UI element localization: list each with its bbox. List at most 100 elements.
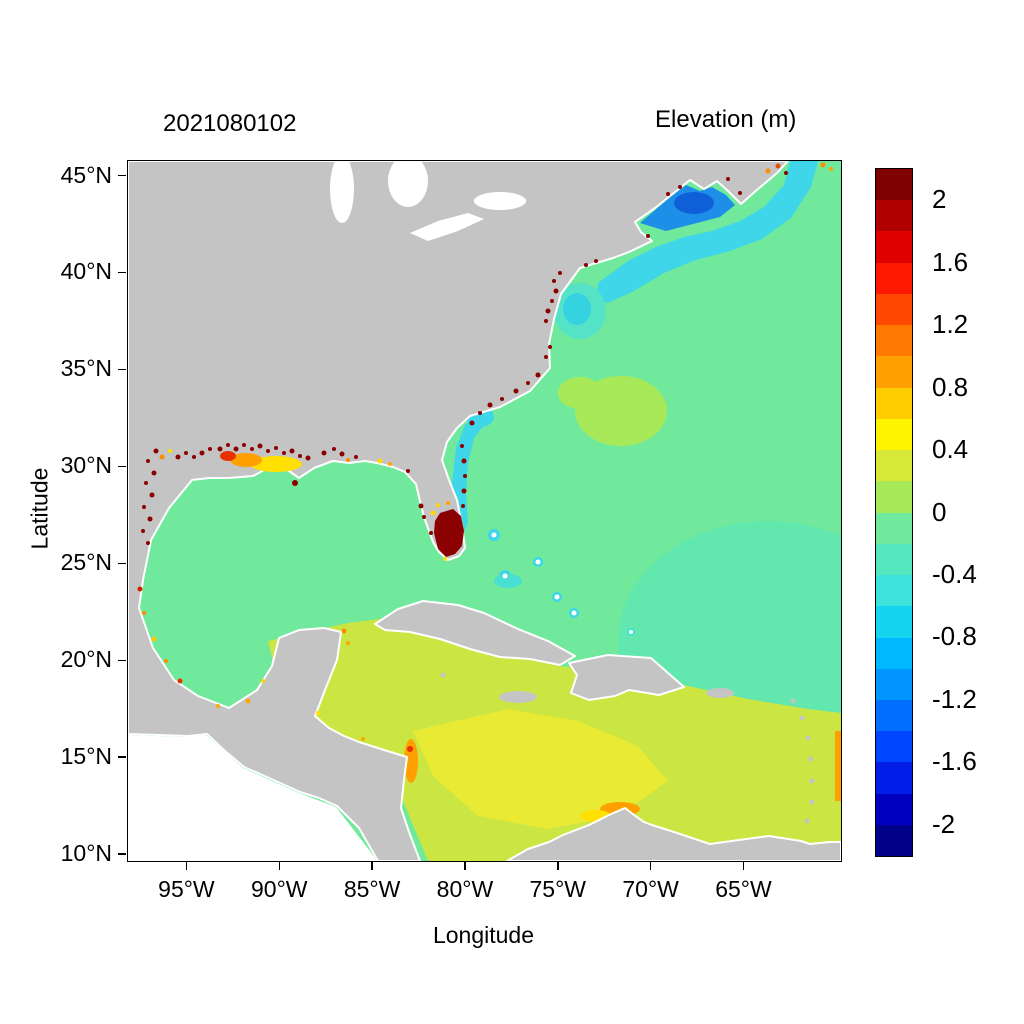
coastal-estuary-speckles (463, 474, 467, 478)
colorbar-tick-label: -0.8 (932, 621, 977, 652)
coastal-estuary-speckles (775, 163, 781, 169)
x-tick-mark (464, 862, 466, 870)
colorbar-segment (876, 543, 912, 576)
louisiana-shelf-red (220, 451, 236, 461)
colorbar-tick-label: 0.4 (932, 434, 969, 465)
coastal-estuary-speckles (738, 191, 742, 195)
coastal-estuary-speckles (361, 737, 365, 741)
coastal-estuary-speckles (461, 458, 467, 464)
coastal-estuary-speckles (261, 679, 265, 683)
coastal-estuary-speckles (544, 355, 548, 359)
coastal-estuary-speckles (192, 455, 196, 459)
hispaniola-land (568, 654, 685, 701)
coastal-estuary-speckles (594, 259, 598, 263)
coastal-estuary-speckles (137, 586, 143, 592)
coastal-estuary-speckles (461, 488, 467, 494)
coastal-estuary-speckles (429, 531, 433, 535)
coastal-estuary-speckles (250, 447, 254, 451)
x-tick-label: 95°W (158, 876, 215, 902)
coastal-estuary-speckles (829, 167, 833, 171)
lesser-antilles-land (799, 715, 805, 721)
y-tick-mark (118, 368, 126, 371)
south-florida-high (434, 509, 464, 557)
colorbar-segment (876, 481, 912, 513)
coastal-estuary-speckles (548, 345, 552, 349)
colorbar-segment (876, 668, 912, 700)
coastal-estuary-speckles (584, 263, 588, 267)
coastal-estuary-speckles (666, 192, 670, 196)
coastal-estuary-speckles (257, 443, 263, 449)
coastal-estuary-speckles (784, 171, 788, 175)
lake-michigan (330, 161, 354, 223)
cuba-land (374, 600, 576, 666)
bahamas-island (571, 610, 577, 616)
south-america-land (506, 807, 841, 861)
x-tick-mark (185, 862, 188, 870)
coastal-estuary-speckles (321, 450, 327, 456)
x-tick-mark (557, 862, 559, 870)
colorbar-segment (876, 731, 912, 763)
x-tick-mark (649, 862, 652, 870)
colorbar-segment (876, 637, 912, 669)
bahamas-island (535, 559, 541, 565)
colorbar-tick-label: -0.4 (932, 558, 977, 589)
lesser-antilles-land (805, 735, 811, 741)
coastal-estuary-speckles (175, 454, 181, 460)
coastal-estuary-speckles (545, 308, 551, 314)
coastal-estuary-speckles (305, 455, 311, 461)
florida-east-shelf-low (452, 411, 492, 535)
colorbar-segment (876, 418, 912, 451)
x-tick-mark (742, 862, 745, 870)
lesser-antilles-land (804, 818, 810, 824)
coastal-estuary-speckles (354, 455, 358, 459)
lesser-antilles-land (809, 778, 815, 784)
coastal-estuary-speckles (422, 515, 426, 519)
x-tick-label: 85°W (343, 876, 401, 902)
lesser-antilles-land (808, 756, 814, 762)
colorbar-tick-label: -2 (932, 808, 956, 839)
x-tick-label: 75°W (529, 876, 587, 902)
coastal-estuary-speckles (436, 503, 440, 507)
x-axis-label: Longitude (432, 922, 535, 948)
x-tick-mark (278, 862, 280, 870)
coastal-estuary-speckles (149, 492, 155, 498)
colorbar-segment (876, 793, 912, 825)
colorbar-segment (876, 262, 912, 294)
coastal-estuary-speckles (245, 698, 251, 704)
coastal-estuary-speckles (142, 611, 146, 615)
coastal-estuary-speckles (274, 446, 278, 450)
y-tick-mark (118, 271, 126, 274)
coastal-estuary-speckles (316, 711, 320, 715)
coastal-estuary-speckles (461, 504, 465, 508)
louisiana-shelf-yellow (250, 456, 302, 472)
y-tick-label: 15°N (60, 743, 112, 770)
y-tick-mark (118, 756, 126, 758)
coastal-estuary-speckles (151, 636, 157, 642)
andros-shelf-low (494, 574, 522, 588)
coastal-estuary-speckles (346, 641, 350, 645)
colorbar-segment (876, 200, 912, 232)
coastal-estuary-speckles (142, 505, 146, 509)
x-tick-label: 80°W (436, 876, 494, 902)
y-tick-label: 10°N (60, 840, 112, 867)
colorbar-tick-label: -1.6 (932, 746, 977, 777)
colorbar-segment (876, 387, 912, 419)
colorbar-segment (876, 824, 912, 857)
colorbar-segment (876, 450, 912, 482)
bahamas-island (502, 573, 508, 579)
pacific-no-data (128, 735, 377, 861)
coastal-estuary-speckles (553, 288, 559, 294)
y-tick-label: 30°N (60, 452, 112, 479)
y-axis-label: Latitude (26, 467, 53, 550)
lesser-antilles-land (809, 799, 815, 805)
coastal-estuary-speckles (544, 319, 548, 323)
coastal-estuary-speckles (377, 458, 383, 464)
coastal-estuary-speckles (552, 279, 556, 283)
coastal-estuary-speckles (535, 372, 541, 378)
colorbar-segment (876, 231, 912, 263)
coastal-estuary-speckles (726, 177, 730, 181)
sargasso-patch-arm (558, 377, 602, 409)
coastal-estuary-speckles (332, 447, 336, 451)
coastal-estuary-speckles (217, 446, 223, 452)
coastal-estuary-speckles (177, 678, 183, 684)
